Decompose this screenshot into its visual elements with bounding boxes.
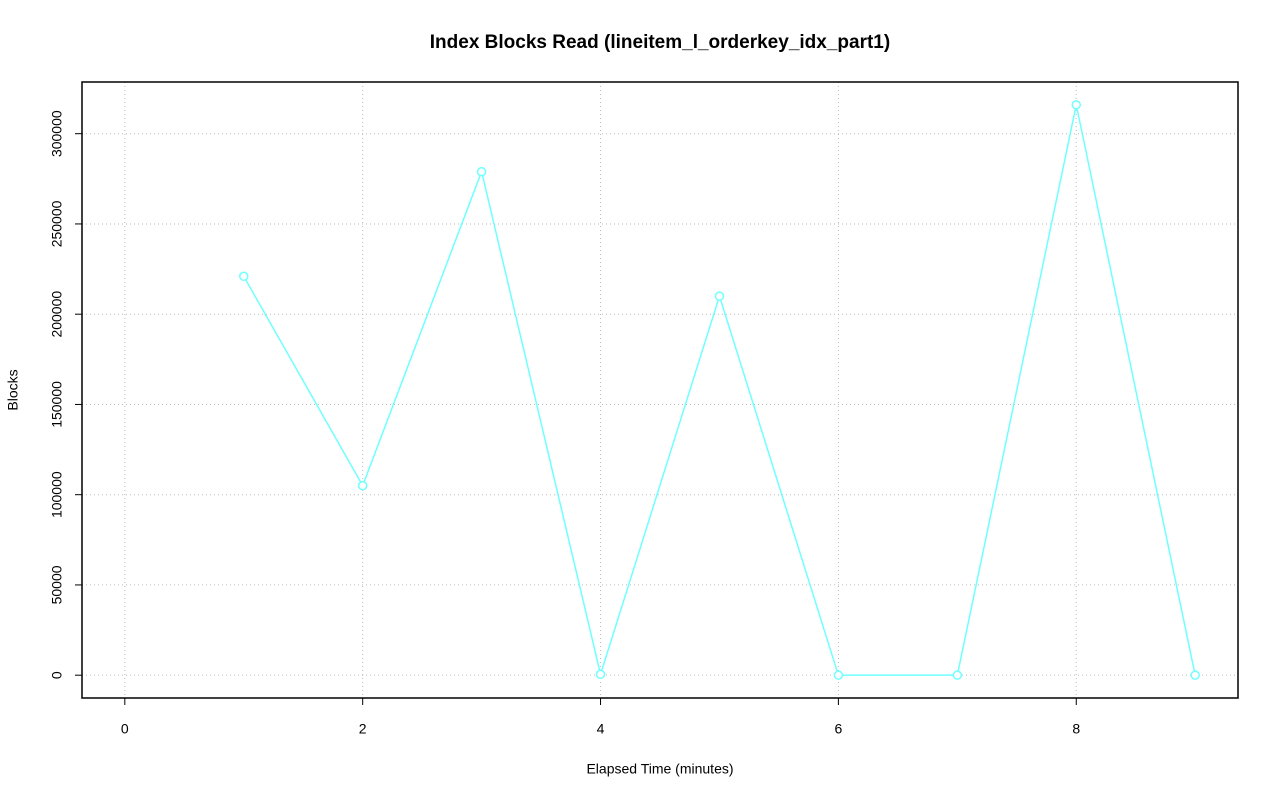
x-tick-label: 0 [121,721,129,737]
x-tick-label: 4 [597,721,605,737]
data-point [714,291,725,301]
data-point [833,670,844,680]
data-point [238,271,249,282]
y-tick-label: 150000 [49,381,65,428]
y-tick-label: 250000 [49,200,65,247]
data-point [952,670,963,680]
data-point [1190,670,1200,680]
x-tick-label: 6 [834,721,842,737]
data-point [357,480,368,491]
x-tick-label: 2 [359,721,367,737]
y-tick-label: 50000 [49,565,65,604]
plot-frame [81,81,1239,699]
data-point [595,669,606,680]
data-point [476,166,487,177]
y-axis-label: Blocks [5,369,21,410]
x-axis-label: Elapsed Time (minutes) [586,761,733,777]
y-tick-label: 300000 [49,110,65,157]
x-tick-label: 8 [1072,721,1080,737]
y-tick-label: 0 [49,671,65,679]
data-point [1071,100,1082,110]
y-tick-label: 100000 [49,471,65,518]
series-line [243,104,1196,678]
chart-title: Index Blocks Read (lineitem_l_orderkey_i… [430,32,890,53]
y-tick-label: 200000 [49,291,65,338]
